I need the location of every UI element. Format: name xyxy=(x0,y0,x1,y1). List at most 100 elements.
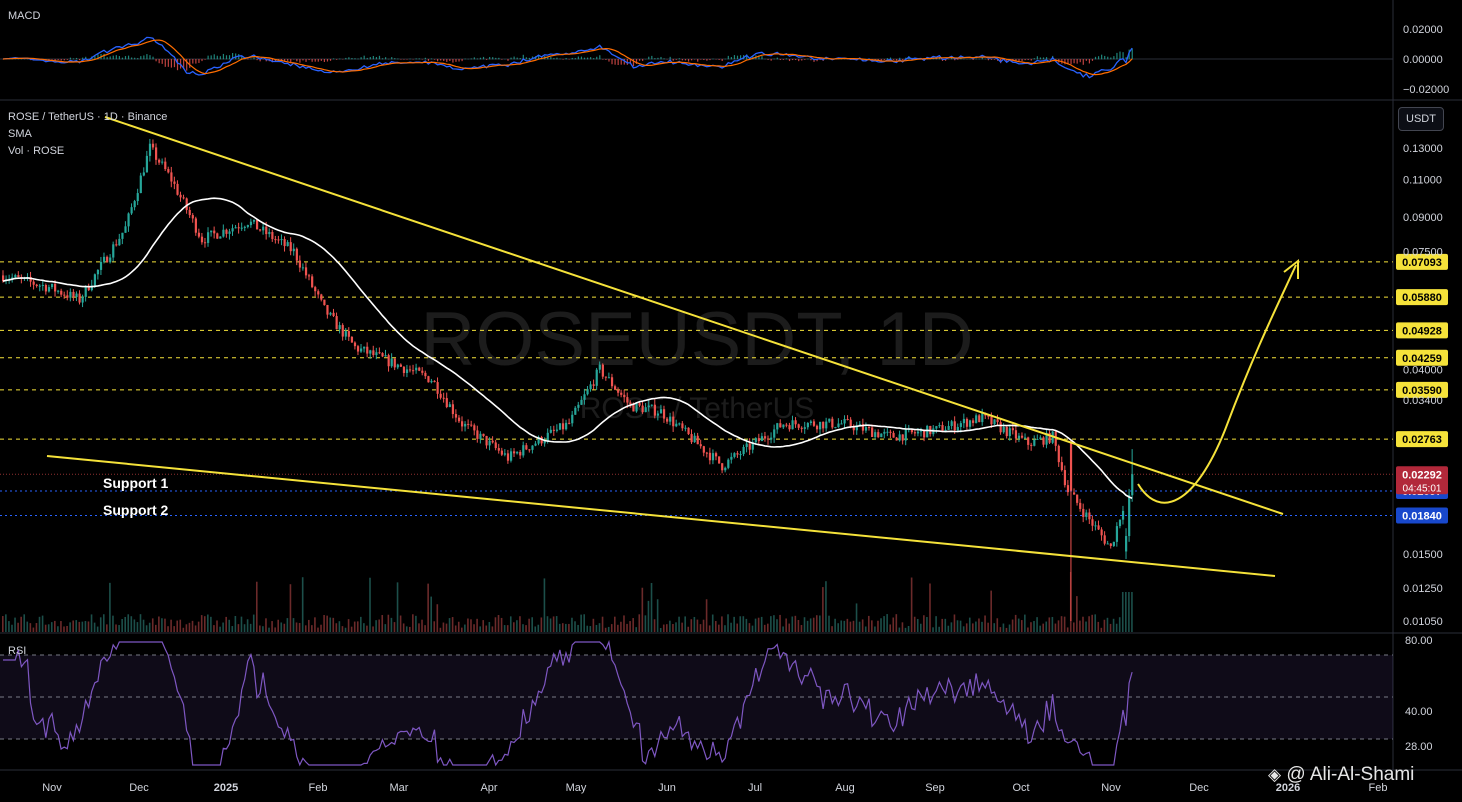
volume-bar xyxy=(304,625,307,632)
macd-histogram-bar xyxy=(149,55,151,60)
candle-body xyxy=(662,409,666,419)
volume-bar xyxy=(506,625,509,632)
candle-body xyxy=(730,456,733,460)
candle-body xyxy=(745,443,748,447)
macd-histogram-bar xyxy=(241,55,243,60)
candle-body xyxy=(883,431,886,434)
macd-histogram-bar xyxy=(586,57,589,60)
macd-histogram-bar xyxy=(302,59,304,61)
volume-bar xyxy=(161,618,163,632)
macd-histogram-bar xyxy=(721,59,723,62)
candle-body xyxy=(308,275,311,277)
macd-histogram-bar xyxy=(773,58,775,60)
volume-bar xyxy=(283,623,286,632)
volume-bar xyxy=(565,623,567,632)
volume-bar xyxy=(745,618,748,632)
candle-body xyxy=(543,440,546,444)
volume-bar xyxy=(69,622,71,632)
candle-body xyxy=(923,429,926,438)
candle-body xyxy=(145,155,149,173)
volume-bar xyxy=(494,617,497,632)
volume-bar xyxy=(598,623,601,632)
projection-arrowhead xyxy=(1283,258,1299,279)
candle-body xyxy=(292,248,295,252)
candle-body xyxy=(871,427,874,437)
candle-body xyxy=(479,433,482,439)
candle-body xyxy=(344,331,347,337)
volume-bar xyxy=(1039,625,1041,632)
candle-body xyxy=(705,452,708,454)
rsi-tick-label: 40.00 xyxy=(1405,706,1433,718)
macd-histogram-bar xyxy=(430,58,433,60)
candle-body xyxy=(506,453,510,461)
candle-body xyxy=(767,438,770,440)
candle-body xyxy=(874,432,877,437)
volume-bar xyxy=(819,615,821,632)
macd-histogram-bar xyxy=(455,59,457,62)
volume-bar xyxy=(968,617,971,632)
volume-bar xyxy=(852,620,855,632)
macd-histogram-bar xyxy=(807,58,809,60)
candle-body xyxy=(445,398,448,408)
macd-histogram-bar xyxy=(880,59,882,61)
volume-bar xyxy=(629,621,631,632)
volume-bar xyxy=(874,626,876,632)
macd-histogram-bar xyxy=(167,59,169,67)
candle-body xyxy=(852,426,855,431)
candle-body xyxy=(167,169,170,173)
candle-body xyxy=(828,418,831,422)
macd-histogram-bar xyxy=(516,57,518,60)
candle-body xyxy=(32,281,35,285)
volume-bar xyxy=(950,622,953,632)
volume-bar xyxy=(580,614,582,632)
candle-body xyxy=(699,444,702,447)
candle-body xyxy=(641,405,644,413)
volume-bar xyxy=(467,618,469,632)
candle-body xyxy=(497,448,500,451)
macd-histogram-bar xyxy=(571,57,573,60)
volume-bar xyxy=(295,622,298,632)
volume-bar xyxy=(1030,622,1032,632)
volume-bar xyxy=(871,620,873,632)
price-tick-label: 0.01050 xyxy=(1403,616,1443,628)
candle-body xyxy=(102,256,106,262)
candle-body xyxy=(185,198,188,210)
macd-histogram-bar xyxy=(733,55,736,60)
volume-bar xyxy=(690,619,693,632)
currency-button[interactable]: USDT xyxy=(1398,107,1444,131)
volume-bar xyxy=(962,626,965,632)
macd-histogram-bar xyxy=(816,59,818,62)
macd-histogram-bar xyxy=(626,59,628,65)
macd-histogram-bar xyxy=(195,59,197,64)
macd-histogram-bar xyxy=(1036,56,1038,60)
volume-bar xyxy=(1036,617,1038,632)
volume-bar xyxy=(956,620,959,632)
macd-histogram-bar xyxy=(957,59,959,60)
candle-body xyxy=(1039,437,1042,439)
candle-body xyxy=(849,419,852,427)
macd-histogram-bar xyxy=(1042,57,1045,60)
candle-body xyxy=(213,230,216,234)
volume-bar xyxy=(115,624,117,632)
macd-histogram-bar xyxy=(186,59,188,71)
macd-histogram-bar xyxy=(614,59,616,65)
macd-histogram-bar xyxy=(63,59,65,61)
candle-body xyxy=(632,404,635,412)
volume-bar xyxy=(675,622,677,632)
candle-body xyxy=(782,424,785,428)
macd-histogram-bar xyxy=(112,55,114,60)
volume-bar xyxy=(228,619,231,632)
volume-bar xyxy=(188,622,191,632)
volume-bar xyxy=(773,615,775,632)
macd-histogram-bar xyxy=(972,59,974,60)
volume-bar xyxy=(133,619,136,632)
candle-body xyxy=(415,367,418,371)
candle-body xyxy=(442,397,445,399)
volume-bar xyxy=(78,621,81,632)
author-credit: ◈ @ Ali-Al-Shami xyxy=(1268,764,1414,786)
macd-histogram-bar xyxy=(228,55,231,60)
volume-bar xyxy=(344,627,347,632)
candle-body xyxy=(311,276,314,288)
macd-histogram-bar xyxy=(51,59,53,60)
